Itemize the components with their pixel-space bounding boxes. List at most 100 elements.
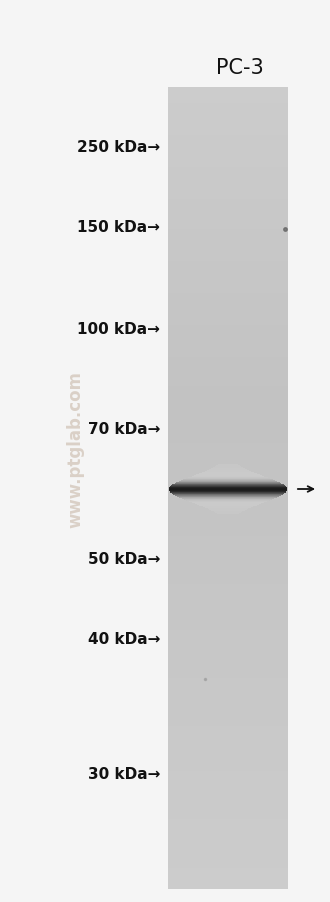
Bar (168, 429, 288, 433)
Bar (168, 350, 288, 353)
Text: 40 kDa→: 40 kDa→ (88, 631, 160, 647)
Bar (168, 363, 288, 366)
Bar (168, 87, 288, 91)
Bar (168, 598, 288, 601)
Bar (168, 553, 288, 556)
Bar (168, 395, 288, 398)
Bar (168, 812, 288, 815)
Text: 250 kDa→: 250 kDa→ (77, 141, 160, 155)
Bar (168, 320, 288, 324)
Bar (168, 558, 288, 561)
Bar (168, 437, 288, 441)
Bar (168, 750, 288, 753)
Bar (168, 117, 288, 121)
Bar (168, 667, 288, 670)
Bar (168, 192, 288, 195)
Bar (168, 584, 288, 588)
Bar (168, 179, 288, 182)
Bar (168, 189, 288, 192)
Text: www.ptglab.com: www.ptglab.com (66, 371, 84, 528)
Bar (168, 275, 288, 278)
Bar (168, 640, 288, 644)
Bar (168, 723, 288, 727)
Bar (168, 211, 288, 214)
Bar (168, 368, 288, 372)
Bar (168, 198, 288, 200)
Bar (168, 753, 288, 756)
Bar (168, 342, 288, 345)
Bar (168, 713, 288, 716)
Bar (168, 801, 288, 804)
Bar (168, 732, 288, 734)
Bar (168, 609, 288, 612)
Bar (168, 766, 288, 769)
Bar (168, 120, 288, 123)
Bar (168, 150, 288, 152)
Bar (168, 718, 288, 722)
Bar (168, 104, 288, 107)
Bar (168, 115, 288, 118)
Bar (168, 440, 288, 444)
Bar (168, 879, 288, 881)
Bar (168, 729, 288, 732)
Bar (168, 881, 288, 884)
Bar (168, 526, 288, 529)
Bar (168, 347, 288, 350)
Bar (168, 563, 288, 566)
Bar (168, 264, 288, 267)
Bar (168, 654, 288, 658)
Bar (168, 187, 288, 190)
Bar (168, 777, 288, 780)
Bar (168, 417, 288, 419)
Bar (168, 548, 288, 550)
Bar (168, 571, 288, 575)
Bar (168, 136, 288, 139)
Bar (168, 612, 288, 614)
Bar (168, 376, 288, 380)
Bar (168, 465, 288, 467)
Bar (168, 288, 288, 291)
Bar (168, 216, 288, 219)
Bar (168, 531, 288, 534)
Bar (168, 142, 288, 144)
Bar (168, 542, 288, 545)
Bar (168, 817, 288, 820)
Bar (168, 443, 288, 446)
Bar (168, 504, 288, 508)
Bar (168, 635, 288, 639)
Bar (168, 339, 288, 342)
Bar (168, 318, 288, 321)
Bar (168, 481, 288, 483)
Bar (168, 224, 288, 227)
Bar (168, 771, 288, 775)
Bar (168, 128, 288, 131)
Bar (168, 830, 288, 833)
Bar (168, 384, 288, 388)
Bar (168, 219, 288, 222)
Bar (168, 299, 288, 302)
Bar (168, 406, 288, 409)
Bar (168, 478, 288, 481)
Bar (168, 221, 288, 225)
Bar (168, 427, 288, 430)
Bar (168, 390, 288, 393)
Bar (168, 670, 288, 673)
Bar (168, 782, 288, 786)
Bar (168, 601, 288, 603)
Bar (168, 144, 288, 147)
Bar (168, 253, 288, 257)
Bar (168, 101, 288, 105)
Bar (168, 823, 288, 825)
Bar (168, 630, 288, 633)
Bar (168, 760, 288, 764)
Bar (168, 232, 288, 235)
Bar (168, 435, 288, 438)
Bar (168, 576, 288, 580)
Bar (168, 756, 288, 759)
Bar (168, 854, 288, 858)
Bar (168, 849, 288, 852)
Bar (168, 774, 288, 778)
Bar (168, 657, 288, 660)
Bar (168, 862, 288, 866)
Bar (168, 659, 288, 663)
